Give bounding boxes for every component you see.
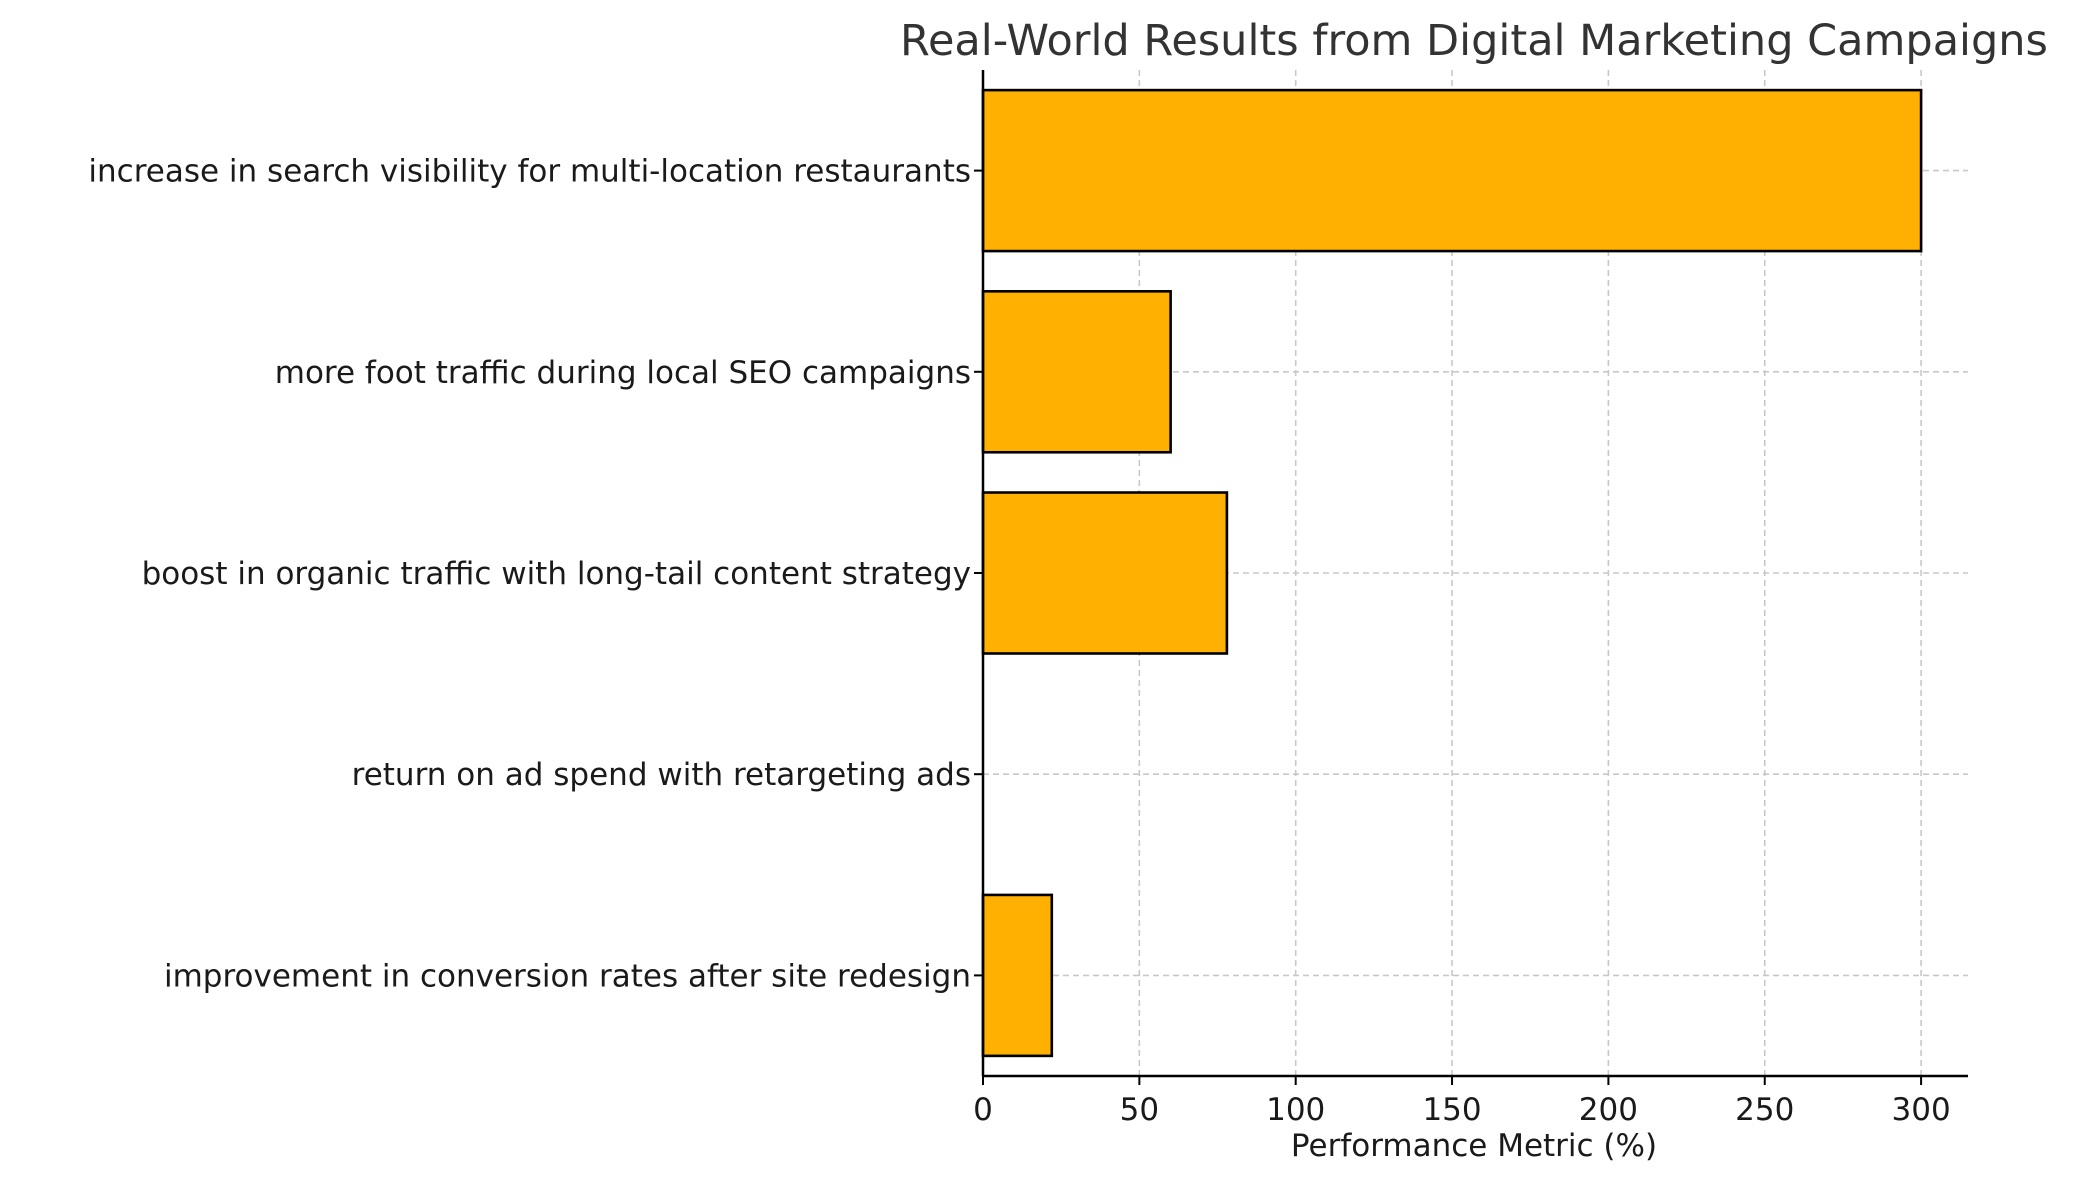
category-label: more foot traffic during local SEO campa… [275,355,971,391]
x-tick-label: 200 [1579,1092,1638,1128]
bar [981,290,1172,454]
bar [981,88,1923,253]
bars [981,88,1923,1058]
category-label: increase in search visibility for multi-… [88,154,971,190]
x-tick-label: 100 [1266,1092,1325,1128]
x-tick-label: 50 [1120,1092,1159,1128]
x-tick-label: 0 [973,1092,993,1128]
bar [981,893,1054,1058]
category-label: return on ad spend with retargeting ads [352,757,971,793]
category-label: boost in organic traffic with long-tail … [142,556,971,592]
axes [974,70,1968,1085]
bar [981,491,1229,655]
category-labels: improvement in conversion rates after si… [88,154,971,995]
x-tick-label: 300 [1892,1092,1951,1128]
x-tick-label: 250 [1735,1092,1794,1128]
chart-title: Real-World Results from Digital Marketin… [900,16,2048,66]
x-axis-label: Performance Metric (%) [1291,1128,1657,1164]
category-label: improvement in conversion rates after si… [164,958,971,994]
x-tick-labels: 0 50 100 150 200 250 300 [973,1092,1951,1128]
x-tick-label: 150 [1422,1092,1481,1128]
